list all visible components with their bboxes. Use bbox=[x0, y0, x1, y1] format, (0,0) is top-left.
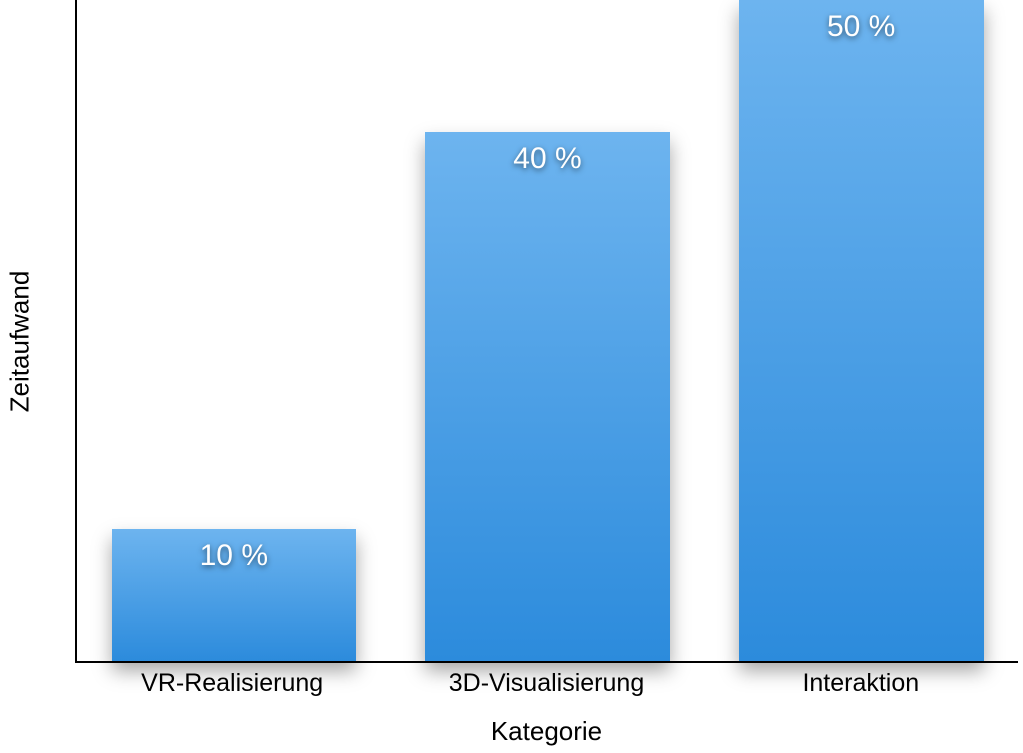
bar-slot: 10 % bbox=[77, 0, 391, 661]
bar-slot: 40 % bbox=[391, 0, 705, 661]
bar-vr-realisierung: 10 % bbox=[112, 529, 357, 661]
bar-value-label: 40 % bbox=[425, 142, 670, 176]
bar-interaktion: 50 % bbox=[739, 0, 984, 661]
y-axis-label-container: Zeitaufwand bbox=[0, 0, 40, 683]
x-axis-label: Kategorie bbox=[75, 716, 1018, 747]
plot-area: 10 % 40 % 50 % bbox=[75, 0, 1018, 663]
x-category-label: VR-Realisierung bbox=[75, 669, 389, 698]
bar-3d-visualisierung: 40 % bbox=[425, 132, 670, 661]
x-category-label: 3D-Visualisierung bbox=[389, 669, 703, 698]
bar-slot: 50 % bbox=[704, 0, 1018, 661]
bar-value-label: 10 % bbox=[112, 539, 357, 573]
bars-container: 10 % 40 % 50 % bbox=[77, 0, 1018, 661]
bar-chart: Zeitaufwand 10 % 40 % 50 % VR-Realisieru… bbox=[0, 0, 1023, 753]
bar-value-label: 50 % bbox=[739, 10, 984, 44]
x-category-row: VR-Realisierung 3D-Visualisierung Intera… bbox=[75, 669, 1018, 698]
x-category-label: Interaktion bbox=[704, 669, 1018, 698]
y-axis-label: Zeitaufwand bbox=[5, 271, 36, 413]
